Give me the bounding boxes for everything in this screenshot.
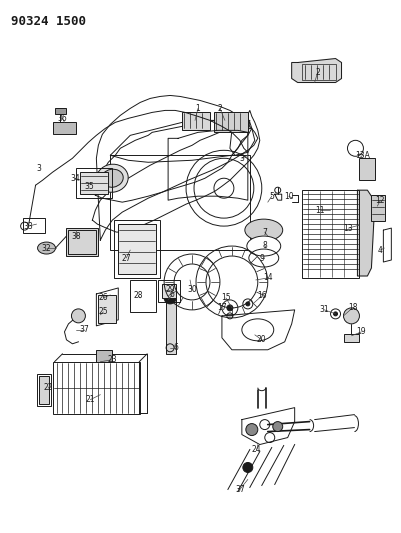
Circle shape [246,424,258,435]
Ellipse shape [101,169,123,187]
Bar [302,63,336,80]
Bar [110,155,250,250]
Bar [359,158,375,180]
Bar [162,284,176,298]
Bar [114,220,160,278]
Text: 22: 22 [44,383,53,392]
Bar [22,218,45,233]
Polygon shape [357,190,375,276]
Circle shape [227,305,233,311]
Bar [67,228,98,256]
Text: 2: 2 [315,68,320,77]
Bar [53,362,140,414]
Text: 6: 6 [170,290,174,300]
Text: 13A: 13A [355,151,370,160]
Text: 12: 12 [376,196,385,205]
Bar [53,123,77,134]
Circle shape [334,312,338,316]
Bar [302,190,359,278]
Bar [182,112,210,131]
Text: 17: 17 [217,303,227,312]
Text: 18: 18 [348,303,357,312]
Text: 2: 2 [218,104,222,113]
Circle shape [344,308,359,324]
Text: 38: 38 [72,231,81,240]
Ellipse shape [38,242,55,254]
Text: 21: 21 [86,395,95,404]
Text: 5: 5 [269,192,274,201]
Text: 4: 4 [378,246,383,255]
Text: 10: 10 [284,192,294,201]
Bar [98,295,116,323]
Text: 37: 37 [235,485,245,494]
Bar [55,108,67,115]
Text: 15: 15 [221,294,231,302]
Text: 9: 9 [259,254,264,263]
Bar [36,374,51,406]
Text: 3: 3 [239,154,244,163]
Circle shape [246,302,250,306]
Text: 1: 1 [196,104,200,113]
Text: 31: 31 [320,305,329,314]
Text: 33: 33 [24,222,33,231]
Circle shape [243,463,253,472]
Bar [166,286,176,354]
Bar [77,168,112,198]
Bar [118,224,156,274]
Text: 6: 6 [174,343,178,352]
Text: 25: 25 [99,308,108,317]
Polygon shape [292,59,342,83]
Bar [371,195,385,221]
Text: 29: 29 [165,286,175,294]
Text: 24: 24 [252,445,261,454]
Ellipse shape [245,219,283,241]
Text: 90324 1500: 90324 1500 [11,15,86,28]
Text: 36: 36 [58,114,67,123]
Text: 14: 14 [263,273,273,282]
Text: 27: 27 [122,254,131,263]
Circle shape [273,422,283,432]
Text: 3: 3 [36,164,41,173]
Bar [344,334,359,342]
Text: 23: 23 [107,356,117,364]
Bar [96,350,112,362]
Text: 26: 26 [99,294,108,302]
Text: 34: 34 [71,174,80,183]
Ellipse shape [96,164,128,192]
Circle shape [164,292,176,304]
Text: 35: 35 [85,182,94,191]
Text: 16: 16 [257,292,267,301]
Text: 28: 28 [134,292,143,301]
Text: 20: 20 [257,335,267,344]
Text: 32: 32 [42,244,51,253]
Circle shape [71,309,85,323]
Bar [158,280,180,302]
Text: 30: 30 [187,286,197,294]
Text: 8: 8 [262,240,267,249]
Text: 37: 37 [79,325,89,334]
Bar [214,112,248,132]
Text: 13: 13 [344,224,353,232]
Bar [38,376,49,403]
Bar [130,280,156,312]
Text: 11: 11 [315,206,324,215]
Text: 7: 7 [262,228,267,237]
Bar [69,230,96,254]
Text: 19: 19 [356,327,366,336]
Bar [81,172,108,194]
Ellipse shape [247,236,281,256]
